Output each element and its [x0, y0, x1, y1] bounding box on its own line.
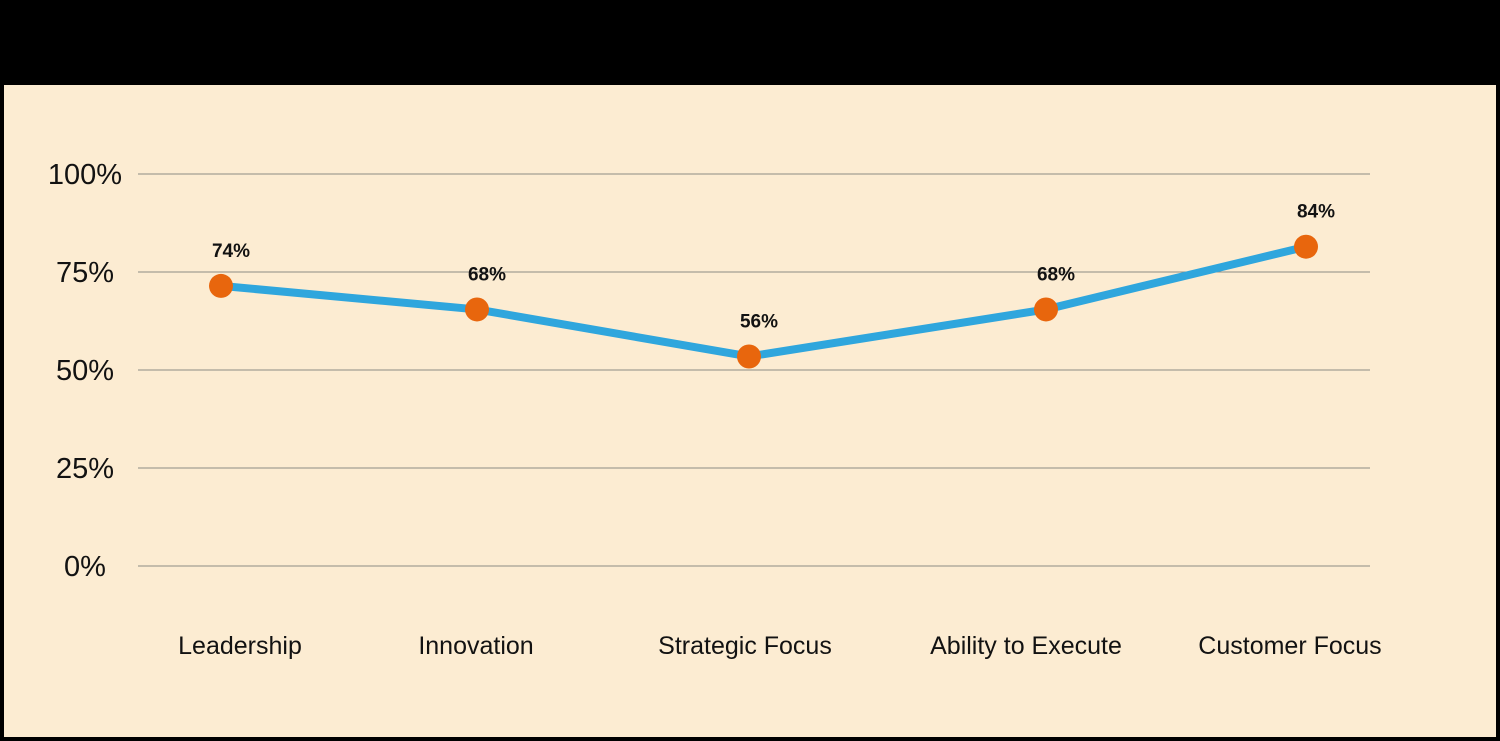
- data-point-labels: 74% 68% 56% 68% 84%: [212, 202, 1335, 333]
- data-point-label: 74%: [212, 241, 250, 262]
- data-point-label: 84%: [1297, 202, 1335, 223]
- x-category-label: Ability to Execute: [930, 632, 1122, 660]
- y-tick-label: 75%: [56, 257, 114, 289]
- data-point-label: 56%: [740, 311, 778, 332]
- data-point-label: 68%: [1037, 264, 1075, 285]
- x-axis-labels: Leadership Innovation Strategic Focus Ab…: [178, 632, 1382, 660]
- gridlines: [138, 173, 1370, 567]
- y-tick-label: 50%: [56, 355, 114, 387]
- data-point: [465, 297, 489, 322]
- y-axis-labels: 100% 75% 50% 25% 0%: [48, 159, 122, 583]
- x-category-label: Leadership: [178, 632, 302, 660]
- y-tick-label: 100%: [48, 159, 122, 191]
- y-tick-label: 0%: [64, 551, 106, 583]
- x-category-label: Customer Focus: [1198, 632, 1381, 660]
- x-category-label: Strategic Focus: [658, 632, 832, 660]
- data-point: [737, 344, 761, 369]
- y-tick-label: 25%: [56, 453, 114, 485]
- data-point: [1034, 297, 1058, 322]
- chart-panel: [4, 85, 1496, 737]
- data-point-label: 68%: [468, 264, 506, 285]
- data-point: [1294, 234, 1318, 259]
- data-points: [209, 234, 1318, 369]
- data-point: [209, 273, 233, 298]
- x-category-label: Innovation: [418, 632, 533, 660]
